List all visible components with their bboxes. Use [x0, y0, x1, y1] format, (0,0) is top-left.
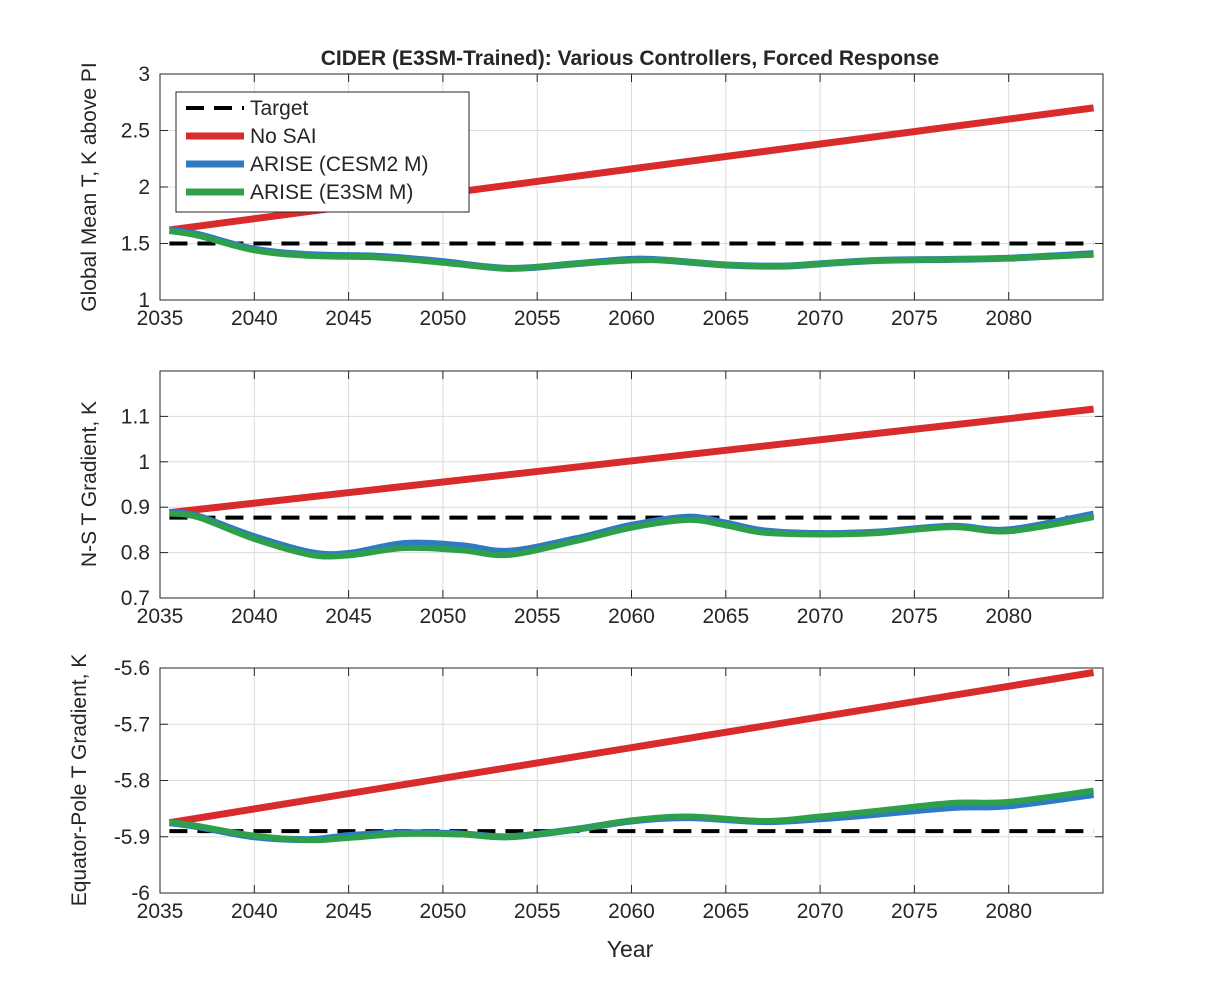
y-tick-label: 1: [138, 451, 150, 474]
axes-frame: [159, 667, 1104, 894]
legend-label: Target: [250, 97, 309, 120]
x-tick-label: 2060: [608, 307, 655, 330]
y-tick-label: 2.5: [121, 120, 150, 143]
x-tick-label: 2060: [608, 900, 655, 923]
axes-frame: [159, 73, 1104, 301]
y-tick-label: 3: [138, 63, 150, 86]
x-tick-label: 2070: [797, 307, 844, 330]
legend-label: No SAI: [250, 125, 317, 148]
x-tick-label: 2035: [137, 605, 184, 628]
y-axis-label: Global Mean T, K above PI: [78, 62, 101, 311]
x-tick-label: 2065: [702, 307, 749, 330]
x-tick-label: 2080: [985, 307, 1032, 330]
x-tick-label: 2040: [231, 605, 278, 628]
x-axis-label: Year: [607, 936, 654, 962]
y-tick-label: 0.7: [121, 587, 150, 610]
x-tick-label: 2070: [797, 900, 844, 923]
series-line-arise-e3sm: [169, 787, 1094, 844]
x-tick-label: 2045: [325, 605, 372, 628]
x-tick-label: 2065: [702, 900, 749, 923]
x-tick-label: 2055: [514, 900, 561, 923]
x-tick-label: 2040: [231, 307, 278, 330]
x-tick-label: 2080: [985, 605, 1032, 628]
series-line-arise-e3sm: [168, 228, 1094, 272]
y-tick-label: 2: [138, 176, 150, 199]
figure-title: CIDER (E3SM-Trained): Various Controller…: [321, 47, 939, 70]
x-tick-label: 2060: [608, 605, 655, 628]
legend-label: ARISE (CESM2 M): [250, 153, 429, 176]
x-tick-label: 2035: [137, 900, 184, 923]
y-axis-label: N-S T Gradient, K: [78, 401, 101, 567]
y-tick-label: -5.9: [114, 826, 150, 849]
y-tick-label: 1.5: [121, 233, 150, 256]
x-tick-label: 2045: [325, 900, 372, 923]
series-line-arise-e3sm: [169, 510, 1095, 560]
x-tick-label: 2075: [891, 900, 938, 923]
x-tick-label: 2070: [797, 605, 844, 628]
series-line-no-sai: [168, 669, 1095, 827]
x-tick-label: 2050: [420, 307, 467, 330]
y-tick-label: 0.8: [121, 542, 150, 565]
legend: Target No SAI ARISE (CESM2 M) ARISE (E3SM M…: [175, 91, 470, 213]
x-tick-label: 2075: [891, 307, 938, 330]
panel-3: 2035 2040 2045 2050 2055 2060 2065 2070 2075 2080…: [68, 654, 1104, 923]
legend-label: ARISE (E3SM M): [250, 181, 413, 204]
x-tick-label: 2035: [137, 307, 184, 330]
x-tick-label: 2050: [420, 900, 467, 923]
y-axis-label: Equator-Pole T Gradient, K: [68, 654, 91, 907]
series-line-no-sai: [169, 405, 1094, 517]
x-tick-label: 2075: [891, 605, 938, 628]
y-tick-label: -5.7: [114, 713, 150, 736]
x-tick-label: 2045: [325, 307, 372, 330]
y-tick-label: 1.1: [121, 405, 150, 428]
axes-frame: [159, 370, 1104, 599]
x-tick-label: 2055: [514, 307, 561, 330]
y-tick-label: -5.8: [114, 770, 150, 793]
x-tick-label: 2055: [514, 605, 561, 628]
x-tick-label: 2080: [985, 900, 1032, 923]
x-tick-label: 2065: [702, 605, 749, 628]
y-tick-label: -6: [131, 882, 150, 905]
panel-2: 2035 2040 2045 2050 2055 2060 2065 2070 2075 2080…: [78, 370, 1104, 628]
y-tick-label: -5.6: [114, 657, 150, 680]
x-tick-label: 2040: [231, 900, 278, 923]
y-tick-label: 1: [138, 289, 150, 312]
x-tick-label: 2050: [420, 605, 467, 628]
y-tick-label: 0.9: [121, 496, 150, 519]
panels-group: 2035 2040 2045 2050 2055 2060 2065 2070 2075 2080…: [68, 62, 1104, 923]
